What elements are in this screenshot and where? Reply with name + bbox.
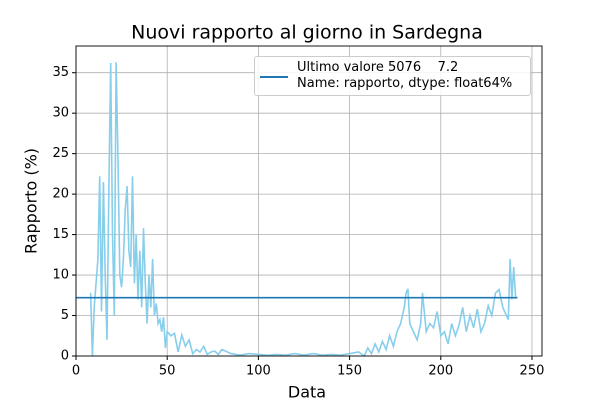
x-tick-label: 200 xyxy=(428,364,453,379)
y-tick-label: 5 xyxy=(61,308,69,323)
y-tick-label: 20 xyxy=(52,187,69,202)
plot-frame xyxy=(75,45,543,357)
x-tick-label: 150 xyxy=(337,364,362,379)
y-tick-label: 35 xyxy=(52,65,69,80)
data-line xyxy=(89,62,518,358)
y-tick-label: 30 xyxy=(52,106,69,121)
y-tick-label: 10 xyxy=(52,268,69,283)
chart-title: Nuovi rapporto al giorno in Sardegna xyxy=(131,22,483,44)
legend-swatch xyxy=(260,76,288,78)
y-tick-label: 25 xyxy=(52,146,69,161)
x-tick-label: 50 xyxy=(159,364,176,379)
legend: Ultimo valore 5076 7.2 Name: rapporto, d… xyxy=(254,56,531,96)
x-tick-label: 0 xyxy=(72,364,80,379)
legend-label: Ultimo valore 5076 7.2 Name: rapporto, d… xyxy=(297,60,513,91)
x-tick-label: 100 xyxy=(246,364,271,379)
x-tick-label: 250 xyxy=(520,364,545,379)
y-axis-label: Rapporto (%) xyxy=(22,148,41,254)
y-tick-label: 15 xyxy=(52,227,69,242)
x-axis-label: Data xyxy=(288,383,326,400)
y-tick-label: 0 xyxy=(61,349,69,364)
